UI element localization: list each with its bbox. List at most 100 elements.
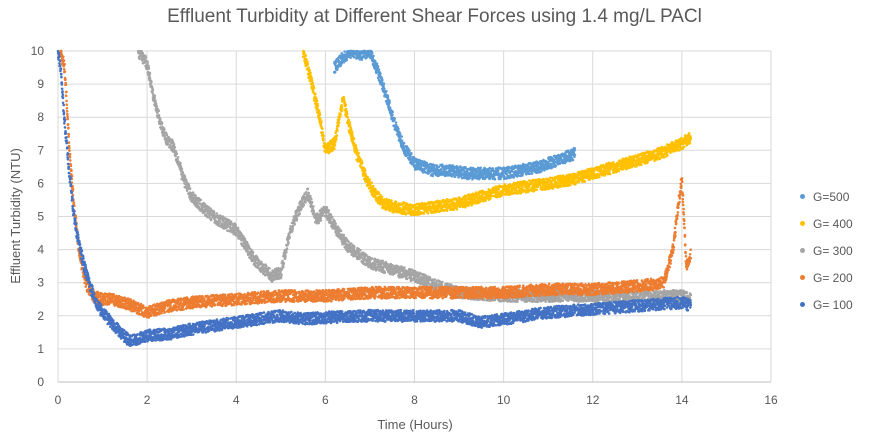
data-point — [229, 220, 233, 223]
data-point — [304, 54, 308, 57]
data-point — [363, 54, 366, 57]
data-point — [493, 178, 497, 181]
y-tick-label: 10 — [31, 44, 45, 58]
data-point — [391, 110, 395, 114]
x-tick-label: 0 — [55, 393, 62, 407]
data-point — [530, 172, 534, 175]
data-point — [321, 131, 325, 134]
data-point — [348, 53, 352, 57]
data-point — [173, 145, 176, 149]
data-point — [368, 178, 371, 181]
data-point — [335, 60, 338, 63]
data-point — [319, 216, 323, 220]
data-point — [287, 241, 290, 245]
data-point — [339, 113, 342, 116]
data-point — [536, 160, 539, 164]
data-point — [391, 113, 394, 117]
data-point — [321, 127, 324, 131]
data-point — [535, 188, 538, 192]
data-point — [298, 212, 302, 215]
data-point — [148, 77, 152, 80]
data-point — [305, 58, 308, 61]
data-point — [377, 68, 381, 71]
data-point — [333, 144, 337, 147]
data-point — [501, 172, 505, 175]
data-point — [351, 131, 354, 134]
data-point — [343, 50, 346, 53]
data-point — [340, 106, 344, 110]
data-point — [345, 112, 349, 115]
data-point — [393, 117, 396, 120]
data-point — [150, 80, 153, 83]
data-point — [379, 72, 382, 76]
data-point — [433, 164, 436, 167]
data-point — [402, 141, 406, 145]
data-point — [439, 168, 443, 171]
data-point — [282, 261, 286, 265]
data-point — [431, 174, 435, 178]
data-point — [523, 180, 526, 183]
data-point — [680, 136, 683, 140]
data-point — [400, 135, 404, 138]
data-point — [325, 206, 329, 209]
data-point — [327, 209, 331, 212]
data-point — [330, 215, 334, 219]
data-point — [199, 198, 203, 202]
data-point — [314, 92, 317, 96]
data-point — [388, 101, 391, 105]
data-point — [158, 118, 162, 121]
data-point — [468, 176, 472, 180]
y-tick-label: 8 — [37, 110, 44, 124]
data-point — [592, 170, 596, 173]
data-point — [264, 265, 268, 268]
data-point — [512, 176, 515, 179]
data-point — [157, 114, 161, 117]
data-point — [608, 170, 611, 173]
data-point — [163, 128, 166, 132]
data-point — [521, 186, 524, 190]
data-point — [154, 99, 157, 102]
series-layer — [56, 49, 693, 348]
data-point — [196, 201, 199, 205]
data-point — [388, 106, 392, 110]
data-point — [573, 147, 577, 150]
data-point — [663, 156, 666, 159]
data-point — [236, 226, 240, 230]
data-point — [457, 176, 460, 179]
data-point — [511, 165, 514, 168]
data-point — [320, 120, 323, 123]
data-point — [336, 129, 339, 132]
data-point — [352, 55, 356, 59]
data-point — [655, 157, 659, 161]
y-tick-label: 4 — [37, 243, 44, 257]
data-point — [394, 200, 398, 204]
data-point — [351, 133, 354, 137]
data-point — [682, 145, 686, 149]
data-point — [376, 64, 380, 68]
data-point — [304, 201, 307, 204]
data-point — [148, 71, 152, 75]
data-point — [521, 172, 525, 175]
data-point — [422, 212, 426, 215]
data-point — [315, 96, 318, 100]
data-point — [334, 222, 338, 225]
data-point — [345, 58, 349, 62]
data-point — [385, 90, 388, 93]
data-point — [321, 212, 325, 215]
data-point — [311, 89, 315, 93]
data-point — [387, 198, 391, 202]
data-point — [381, 78, 384, 82]
data-point — [360, 161, 364, 165]
data-point — [342, 96, 346, 99]
data-point — [304, 191, 308, 194]
data-point — [215, 212, 219, 215]
data-point — [322, 134, 326, 138]
data-point — [689, 136, 693, 140]
data-point — [573, 153, 577, 157]
data-point — [141, 51, 145, 55]
x-tick-label: 12 — [586, 393, 600, 407]
data-point — [547, 162, 550, 165]
data-point — [588, 178, 592, 181]
x-tick-label: 2 — [144, 393, 151, 407]
